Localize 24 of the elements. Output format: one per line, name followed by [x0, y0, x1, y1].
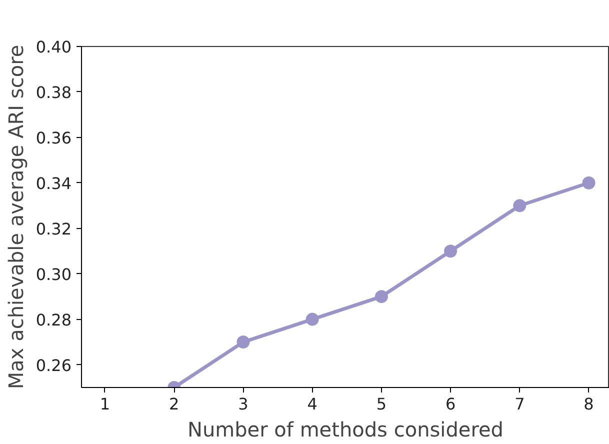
x-tick-label: 1	[100, 394, 110, 414]
x-tick-label: 3	[238, 394, 248, 414]
y-tick-label: 0.34	[36, 174, 72, 193]
point	[306, 312, 319, 326]
x-tick-label: 8	[584, 394, 594, 414]
point	[374, 290, 388, 304]
point	[444, 244, 458, 258]
point	[513, 199, 526, 212]
y-tick-label: 0.32	[36, 219, 72, 238]
x-tick-label: 2	[169, 394, 180, 414]
y-tick-label: 0.38	[36, 82, 72, 102]
x-axis-title: Number of methods considered	[187, 418, 504, 442]
x-tick-label: 6	[445, 394, 456, 414]
y-tick-label: 0.26	[36, 356, 72, 375]
x-tick-label: 5	[376, 394, 387, 414]
y-tick-label: 0.28	[36, 310, 72, 330]
y-tick-label: 0.40	[36, 38, 72, 56]
y-tick-label: 0.36	[36, 128, 72, 148]
y-axis-title: Max achievable average ARI score	[4, 44, 28, 390]
x-tick-label: 7	[514, 394, 525, 414]
point	[236, 336, 250, 349]
x-tick-label: 4	[307, 394, 318, 414]
point	[582, 176, 596, 190]
y-tick-label: 0.30	[36, 264, 72, 284]
